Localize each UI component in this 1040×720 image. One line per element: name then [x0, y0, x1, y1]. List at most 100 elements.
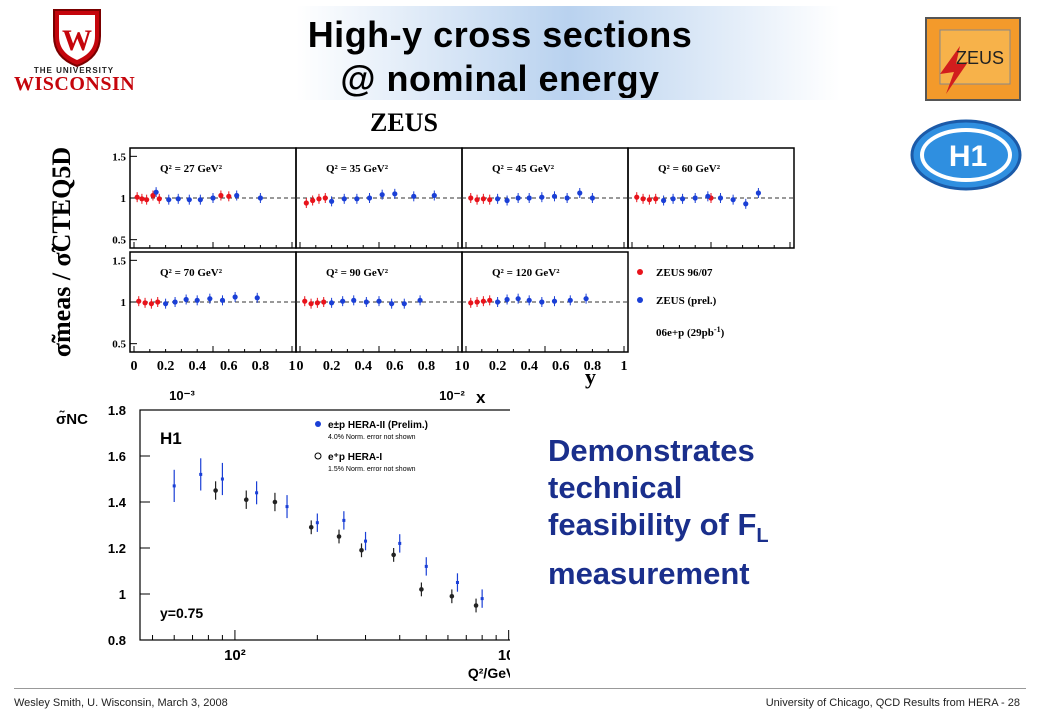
- zeus-data-point: [577, 190, 583, 196]
- h1-legend-marker: [314, 452, 322, 460]
- h1-top-tick-label: 10⁻²: [439, 388, 465, 403]
- zeus-data-point: [321, 299, 327, 305]
- zeus-data-point: [417, 297, 423, 303]
- zeus-panel: Q² = 120 GeV²: [461, 251, 629, 353]
- h1-top-axis-label: x: [476, 388, 486, 407]
- zeus-y-tick-label: 1: [121, 193, 127, 205]
- zeus-data-point: [743, 201, 749, 207]
- h1-x-tick-label: 10³: [498, 647, 510, 664]
- zeus-data-point: [646, 197, 652, 203]
- zeus-data-point: [155, 299, 161, 305]
- zeus-chart-title: ZEUS: [370, 108, 438, 137]
- uw-crest-icon: W: [53, 9, 101, 68]
- side-text-line-1: Demonstrates: [548, 433, 755, 468]
- h1-data-point: [308, 525, 314, 530]
- zeus-data-point: [730, 197, 736, 203]
- h1-data-point: [419, 587, 424, 592]
- zeus-data-point: [197, 197, 203, 203]
- zeus-data-point: [142, 300, 148, 306]
- zeus-data-point: [175, 196, 181, 202]
- h1-data-point: [342, 518, 346, 522]
- zeus-legend-marker: [637, 297, 643, 303]
- zeus-data-point: [589, 195, 596, 201]
- zeus-data-point: [515, 296, 521, 302]
- h1-data-point: [220, 477, 224, 481]
- zeus-y-tick-label: 0.5: [112, 235, 126, 247]
- h1-data-point: [255, 491, 259, 495]
- zeus-data-point: [679, 196, 686, 202]
- zeus-panel-label: Q² = 70 GeV²: [160, 267, 223, 279]
- h1-data-point: [243, 497, 249, 502]
- zeus-data-point: [329, 198, 335, 204]
- zeus-panel-label: Q² = 27 GeV²: [160, 163, 223, 175]
- zeus-data-point: [139, 196, 145, 202]
- h1-legend-note: 1.5% Norm. error not shown: [328, 466, 416, 473]
- zeus-data-point: [186, 197, 192, 203]
- zeus-data-point: [468, 300, 474, 306]
- zeus-data-point: [487, 297, 493, 303]
- zeus-data-point: [411, 193, 417, 199]
- footer-author: Wesley Smith, U. Wisconsin, March 3, 200…: [14, 697, 228, 709]
- zeus-data-point: [310, 197, 316, 204]
- zeus-data-point: [354, 196, 360, 202]
- zeus-data-point: [376, 298, 382, 304]
- zeus-data-point: [526, 297, 532, 303]
- zeus-panel: Q² = 35 GeV²: [295, 147, 463, 249]
- svg-text:W: W: [62, 24, 92, 57]
- zeus-x-tick-label: 0.4: [188, 359, 206, 374]
- footer-divider: [14, 688, 1026, 689]
- h1-data-point: [315, 521, 319, 525]
- zeus-panel-label: Q² = 45 GeV²: [492, 163, 555, 175]
- zeus-panel-label: Q² = 60 GeV²: [658, 163, 721, 175]
- zeus-data-point: [379, 192, 385, 198]
- h1-y-tick-label: 0.8: [108, 633, 126, 648]
- zeus-y-tick-label: 1.5: [112, 255, 126, 267]
- h1-y-tick-label: 1: [119, 587, 126, 602]
- h1-data-point: [391, 552, 396, 558]
- zeus-data-point: [504, 197, 510, 204]
- zeus-panel-label: Q² = 90 GeV²: [326, 267, 389, 279]
- zeus-legend-marker: [637, 269, 643, 275]
- h1-y-tick-label: 1.8: [108, 403, 126, 418]
- h1-data-point: [213, 488, 218, 493]
- zeus-data-point: [308, 301, 314, 307]
- slide-title-line-2: @ nominal energy: [340, 58, 660, 98]
- zeus-x-tick-label: 1: [621, 359, 628, 374]
- zeus-y-axis-label: σ̃meas / σ̃CTEQ5D: [47, 147, 76, 357]
- zeus-data-point: [389, 301, 395, 307]
- zeus-data-point: [156, 196, 162, 202]
- side-text-line-2: technical: [548, 470, 683, 505]
- zeus-data-point: [340, 298, 346, 304]
- zeus-x-tick-label: 0.4: [354, 359, 372, 374]
- zeus-data-point: [363, 299, 369, 305]
- zeus-y-tick-label: 1.5: [112, 151, 126, 163]
- zeus-y-tick-label: 0.5: [112, 339, 126, 351]
- zeus-data-point: [401, 301, 407, 307]
- zeus-data-point: [234, 192, 240, 199]
- h1-logo-icon: H1: [910, 119, 1022, 191]
- zeus-data-point: [134, 194, 140, 200]
- h1-annotation: y=0.75: [160, 605, 203, 621]
- h1-data-point: [336, 534, 342, 539]
- zeus-x-tick-label: 0.8: [252, 359, 270, 374]
- zeus-panel: Q² = 90 GeV²: [295, 251, 463, 353]
- zeus-data-point: [392, 191, 398, 197]
- zeus-data-point: [468, 195, 474, 201]
- zeus-data-point: [166, 197, 172, 203]
- zeus-data-point: [153, 189, 159, 195]
- zeus-x-tick-label: 0.8: [584, 359, 602, 374]
- zeus-y-tick-label: 1: [121, 297, 127, 309]
- zeus-data-point: [431, 192, 437, 199]
- demonstrates-text: Demonstrates technical feasibility of FL…: [548, 432, 838, 592]
- zeus-data-point: [670, 196, 676, 202]
- h1-top-tick-label: 10⁻³: [169, 388, 195, 403]
- h1-data-point: [424, 564, 428, 568]
- zeus-legend-note: 06e+p (29pb-1): [656, 325, 725, 339]
- zeus-panel-label: Q² = 120 GeV²: [492, 267, 560, 279]
- zeus-x-tick-label: 0: [297, 359, 304, 374]
- zeus-data-point: [634, 194, 640, 200]
- h1-data-point: [272, 499, 278, 505]
- zeus-x-axis-label: y: [585, 364, 596, 389]
- zeus-data-point: [474, 197, 480, 203]
- side-text-line-4: measurement: [548, 556, 750, 592]
